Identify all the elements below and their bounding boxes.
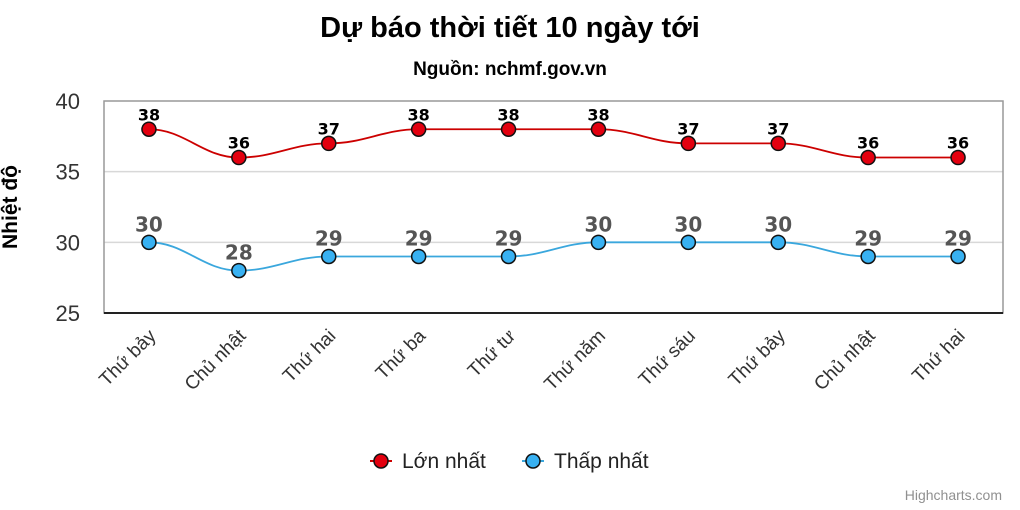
data-label: 38 bbox=[138, 105, 160, 124]
data-point[interactable] bbox=[950, 149, 966, 166]
chart-title: Dự báo thời tiết 10 ngày tới bbox=[320, 12, 700, 44]
legend-item-max[interactable]: Lớn nhất bbox=[370, 450, 486, 473]
y-tick-label: 40 bbox=[56, 89, 80, 114]
data-point[interactable] bbox=[950, 248, 966, 265]
x-tick-label: Chủ nhật bbox=[810, 325, 880, 395]
data-label: 38 bbox=[587, 105, 609, 124]
data-point[interactable] bbox=[680, 135, 697, 152]
data-point[interactable] bbox=[770, 234, 786, 251]
data-label: 30 bbox=[135, 212, 163, 236]
x-tick-label: Thứ ba bbox=[372, 325, 431, 384]
x-tick-label: Thứ bảy bbox=[96, 325, 161, 390]
legend-marker-icon bbox=[373, 453, 389, 469]
x-axis-labels: Thứ bảy Chủ nhật Thứ hai Thứ ba Thứ tư Thứ nă… bbox=[96, 325, 970, 395]
data-point[interactable] bbox=[410, 121, 427, 138]
credits-link[interactable]: Highcharts.com bbox=[904, 487, 1002, 503]
data-point[interactable] bbox=[500, 121, 517, 138]
x-tick-label: Thứ tư bbox=[464, 325, 520, 381]
data-point[interactable] bbox=[590, 121, 607, 138]
y-tick-label: 30 bbox=[56, 230, 80, 255]
series-line bbox=[148, 128, 959, 159]
data-point[interactable] bbox=[321, 135, 337, 152]
data-label: 38 bbox=[497, 105, 519, 124]
data-label: 29 bbox=[944, 226, 972, 250]
y-axis-ticks: 25 30 35 40 bbox=[56, 89, 80, 326]
data-label: 37 bbox=[677, 119, 699, 138]
data-point[interactable] bbox=[141, 234, 157, 251]
legend: Lớn nhất Thấp nhất bbox=[370, 450, 649, 473]
data-label: 37 bbox=[767, 119, 789, 138]
data-label: 36 bbox=[947, 134, 969, 153]
data-label: 36 bbox=[857, 134, 879, 153]
data-point[interactable] bbox=[321, 248, 337, 265]
x-tick-label: Thứ hai bbox=[279, 326, 340, 387]
data-point[interactable] bbox=[770, 135, 786, 152]
data-label: 36 bbox=[228, 134, 250, 153]
x-tick-label: Thứ năm bbox=[541, 326, 610, 395]
x-tick-label: Thứ sáu bbox=[635, 326, 700, 391]
y-gridlines bbox=[104, 170, 1003, 244]
series-max: 38 36 37 38 38 38 37 37 36 36 bbox=[138, 105, 969, 166]
data-label: 29 bbox=[315, 226, 343, 250]
data-point[interactable] bbox=[680, 234, 697, 251]
legend-item-min[interactable]: Thấp nhất bbox=[522, 450, 649, 473]
data-point[interactable] bbox=[590, 234, 607, 251]
y-axis-title: Nhiệt độ bbox=[0, 165, 22, 249]
y-tick-label: 25 bbox=[56, 301, 80, 326]
data-label: 37 bbox=[318, 119, 340, 138]
data-label: 30 bbox=[764, 212, 792, 236]
legend-label: Lớn nhất bbox=[402, 450, 486, 473]
data-point[interactable] bbox=[860, 248, 876, 265]
x-tick-label: Chủ nhật bbox=[181, 325, 251, 395]
data-label: 29 bbox=[405, 226, 433, 250]
data-point[interactable] bbox=[860, 149, 876, 166]
data-label: 30 bbox=[585, 212, 613, 236]
series-line bbox=[148, 241, 959, 272]
series-min: 30 28 29 29 29 30 30 30 29 29 bbox=[135, 212, 972, 279]
data-point[interactable] bbox=[410, 248, 427, 265]
chart-subtitle: Nguồn: nchmf.gov.vn bbox=[413, 59, 607, 80]
x-tick-label: Thứ bảy bbox=[725, 325, 790, 390]
legend-marker-icon bbox=[525, 453, 541, 469]
data-label: 38 bbox=[408, 105, 430, 124]
data-point[interactable] bbox=[141, 121, 157, 138]
legend-label: Thấp nhất bbox=[554, 450, 649, 473]
data-label: 29 bbox=[854, 226, 882, 250]
x-tick-label: Thứ hai bbox=[908, 326, 969, 387]
data-label: 30 bbox=[674, 212, 702, 236]
y-tick-label: 35 bbox=[56, 160, 80, 185]
series-group: 38 36 37 38 38 38 37 37 36 36 30 28 29 29 29 30 30 30 29 29 bbox=[135, 105, 972, 279]
data-point[interactable] bbox=[231, 149, 247, 166]
data-point[interactable] bbox=[231, 262, 247, 279]
data-point[interactable] bbox=[500, 248, 517, 265]
data-label: 28 bbox=[225, 241, 253, 265]
data-label: 29 bbox=[495, 226, 523, 250]
